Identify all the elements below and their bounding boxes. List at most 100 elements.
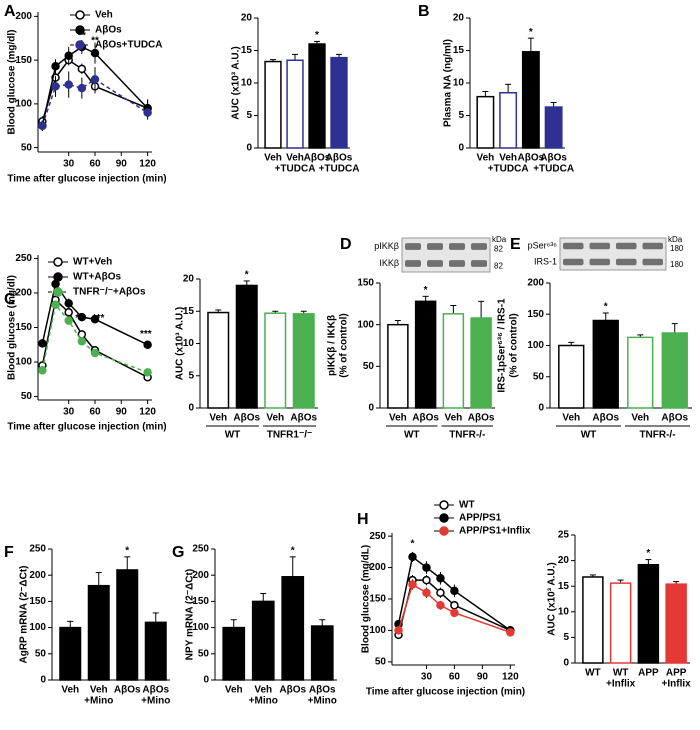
annotation: * <box>529 27 533 38</box>
x-tick-label: AβOs <box>279 685 306 696</box>
bar <box>521 51 540 149</box>
x-tick-label: +TUDCA <box>275 164 316 175</box>
legend-label: Veh <box>95 10 113 21</box>
series-line <box>397 583 511 634</box>
annotation: *** <box>140 329 152 340</box>
y-tick-label: 250 <box>29 544 46 555</box>
data-point <box>450 608 459 618</box>
x-tick-label: 60 <box>89 159 101 170</box>
bar <box>264 60 282 149</box>
data-point <box>422 588 431 597</box>
y-tick-label: 20 <box>453 13 465 24</box>
y-axis-label: Blood glucose (mg/dl) <box>7 275 18 380</box>
bar <box>499 92 518 149</box>
y-tick-label: 50 <box>35 648 47 659</box>
data-point <box>436 588 445 597</box>
bar <box>144 621 167 681</box>
y-tick-label: 0 <box>203 675 209 686</box>
y-tick-label: 10 <box>558 606 570 617</box>
bar <box>310 625 334 681</box>
y-tick-label: 50 <box>21 142 33 153</box>
blot-band <box>616 258 637 266</box>
blot-band <box>471 260 487 267</box>
x-tick-label: Veh <box>389 413 407 424</box>
y-tick-label: 100 <box>15 357 32 368</box>
bar <box>470 317 492 409</box>
bar <box>286 59 304 149</box>
blot-band <box>589 258 610 266</box>
y-tick-label: 5 <box>458 110 464 121</box>
data-point <box>394 626 403 635</box>
panel-label: C <box>4 291 16 308</box>
y-tick-label: 10 <box>453 78 465 89</box>
y-tick-label: 25 <box>558 530 570 541</box>
bar <box>59 626 82 681</box>
bar <box>116 569 139 681</box>
data-point <box>90 314 100 324</box>
y-axis-label: AUC (x10³ A.U.) <box>547 562 558 636</box>
annotation: * <box>411 538 415 549</box>
legend-marker <box>439 526 449 536</box>
blot-band <box>642 258 663 266</box>
annotation: ** <box>91 36 99 47</box>
y-axis-label: AUC (x10³ A.U.) <box>175 307 186 381</box>
data-point <box>38 121 47 130</box>
bar <box>207 311 230 409</box>
y-tick-label: 5 <box>188 370 194 381</box>
y-tick-label: 150 <box>15 322 32 333</box>
data-point <box>450 601 459 610</box>
x-tick-label: AβOs <box>304 153 331 164</box>
legend-marker <box>75 40 85 50</box>
blot-band <box>589 242 610 250</box>
y-tick-label: 100 <box>357 319 374 330</box>
y-axis-label: (% of control) <box>509 313 520 377</box>
series-line <box>397 555 511 632</box>
data-point <box>90 48 100 58</box>
x-tick-label: +Inflix <box>606 679 636 690</box>
bar <box>222 626 246 681</box>
x-tick-label: WT <box>585 668 601 679</box>
y-tick-label: 100 <box>369 625 386 636</box>
x-tick-label: 120 <box>502 672 519 683</box>
y-axis-label: pIKKβ / IKKβ <box>327 315 338 376</box>
x-tick-label: 30 <box>63 159 75 170</box>
x-tick-label: Veh <box>254 685 272 696</box>
y-tick-label: 150 <box>357 278 374 289</box>
x-tick-label: 90 <box>477 672 489 683</box>
data-point <box>64 80 73 89</box>
x-tick-label: APP <box>666 668 687 679</box>
data-point <box>38 366 47 375</box>
y-tick-label: 200 <box>15 11 32 22</box>
bar <box>637 563 660 664</box>
x-tick-label: +TUDCA <box>533 164 574 175</box>
data-point <box>64 51 73 60</box>
bar <box>281 576 305 681</box>
x-axis-label: Time after glucose injection (min) <box>366 687 525 698</box>
y-tick-label: 0 <box>538 403 544 414</box>
y-tick-label: 200 <box>192 570 209 581</box>
series-line <box>41 303 148 374</box>
bar <box>592 319 619 409</box>
annotation: * <box>245 270 249 281</box>
x-tick-label: AβOs <box>142 685 169 696</box>
x-tick-label: Veh <box>476 153 494 164</box>
bar <box>476 95 495 149</box>
y-tick-label: 150 <box>192 596 209 607</box>
x-tick-label: AβOs <box>540 153 567 164</box>
x-tick-label: Veh <box>444 413 462 424</box>
x-tick-label: AβOs <box>309 685 336 696</box>
x-tick-label: AβOs <box>592 413 619 424</box>
x-tick-label: +Mino <box>249 696 278 707</box>
x-tick-label: AβOs <box>114 685 141 696</box>
annotation: ** <box>78 30 86 41</box>
x-tick-label: 60 <box>449 672 461 683</box>
annotation: * <box>315 30 319 41</box>
legend-label: WT <box>459 500 475 511</box>
data-point <box>422 575 431 585</box>
x-tick-label: Veh <box>90 685 108 696</box>
data-point <box>38 339 47 348</box>
y-tick-label: 0 <box>458 143 464 154</box>
blot-band <box>471 243 487 250</box>
y-tick-label: 5 <box>246 110 252 121</box>
x-tick-label: AβOs <box>468 413 495 424</box>
